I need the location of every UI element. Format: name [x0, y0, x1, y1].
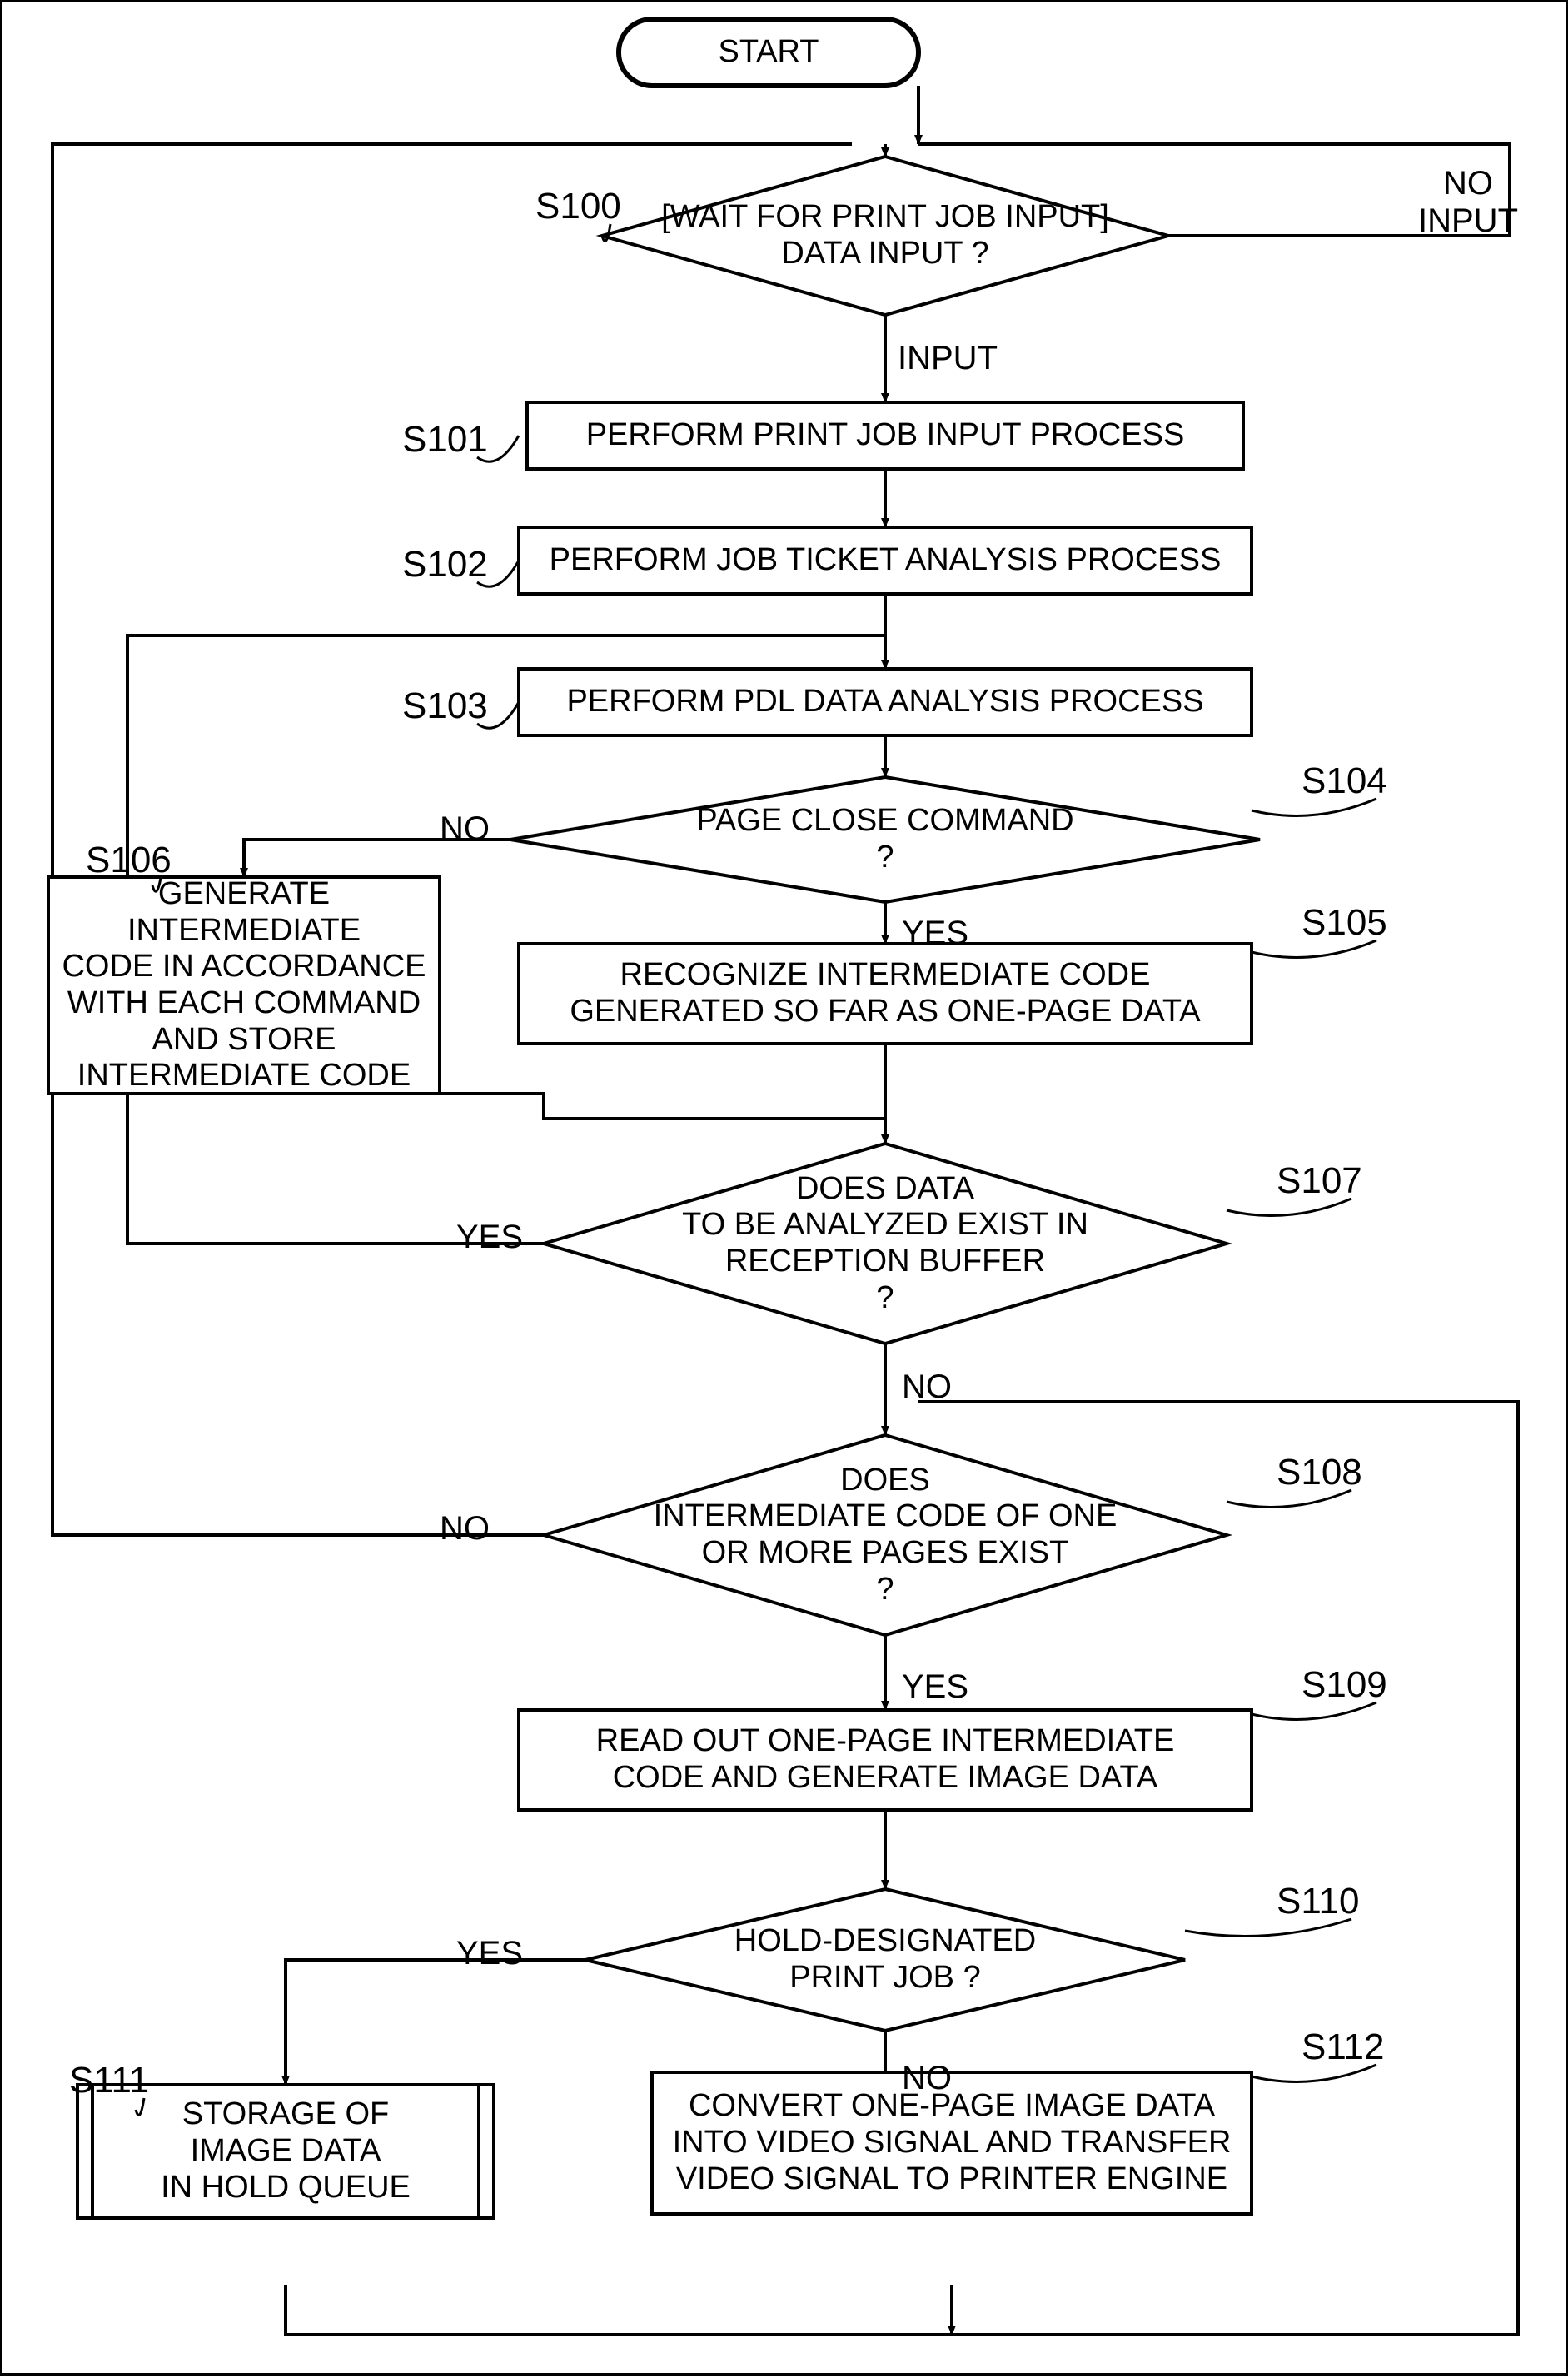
step-label-S101: S101 — [402, 419, 488, 461]
step-label-S103: S103 — [402, 685, 488, 727]
edge-label-yes107: YES — [456, 1219, 523, 1256]
node-p102 — [519, 527, 1252, 594]
edge-label-yes108: YES — [902, 1668, 968, 1706]
edge-d110-yes-p111 — [286, 1960, 585, 2085]
flowchart-canvas: START[WAIT FOR PRINT JOB INPUT] DATA INP… — [0, 0, 1568, 2376]
edge-label-yes110: YES — [456, 1935, 523, 1972]
node-d100 — [602, 157, 1168, 315]
edge-label-no108: NO — [440, 1510, 490, 1548]
step-label-S109: S109 — [1302, 1664, 1387, 1706]
node-p101 — [527, 402, 1243, 469]
edge-label-no107: NO — [902, 1368, 952, 1406]
edge-label-input: INPUT — [898, 340, 998, 377]
node-p105 — [519, 944, 1252, 1044]
node-start — [619, 19, 918, 86]
step-label-S100: S100 — [535, 186, 621, 227]
edge-label-no104: NO — [440, 810, 490, 848]
step-label-S111: S111 — [69, 2060, 149, 2101]
node-p111 — [77, 2085, 494, 2218]
edge-label-no110: NO — [902, 2060, 952, 2097]
edge-label-yes104: YES — [902, 915, 968, 952]
edge-label-noinput: NO INPUT — [1418, 165, 1518, 240]
step-label-S112: S112 — [1302, 2027, 1385, 2068]
node-d107 — [544, 1144, 1227, 1344]
step-label-S102: S102 — [402, 544, 488, 586]
step-label-S110: S110 — [1277, 1881, 1360, 1922]
node-d110 — [585, 1889, 1185, 2031]
node-p103 — [519, 669, 1252, 735]
step-label-S104: S104 — [1302, 760, 1387, 802]
step-label-S105: S105 — [1302, 902, 1387, 944]
node-p106 — [48, 877, 440, 1094]
node-d104 — [510, 777, 1260, 902]
node-p112 — [652, 2072, 1252, 2214]
edge-p106-merge107 — [440, 1094, 885, 1119]
node-p109 — [519, 1710, 1252, 1810]
step-label-S108: S108 — [1277, 1452, 1362, 1493]
step-label-S106: S106 — [86, 840, 172, 881]
node-d108 — [544, 1435, 1227, 1635]
step-label-S107: S107 — [1277, 1160, 1362, 1202]
